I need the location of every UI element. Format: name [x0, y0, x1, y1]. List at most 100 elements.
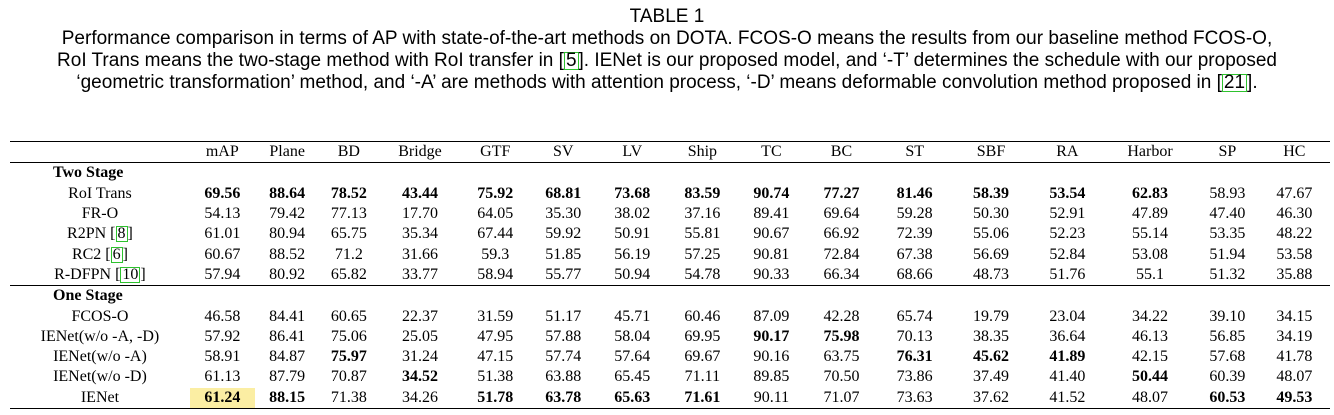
- table-cell: 50.91: [614, 225, 651, 243]
- table-cell: 71.2: [334, 245, 363, 263]
- table-cell: 61.13: [204, 368, 241, 386]
- table-cell: 55.1: [1135, 265, 1164, 283]
- table-cell: 48.22: [1276, 225, 1313, 243]
- method-text: R-DFPN [: [54, 265, 121, 283]
- table-cell: 47.67: [1276, 184, 1313, 202]
- table-cell: 25.05: [401, 327, 438, 345]
- table-cell: 86.41: [269, 327, 306, 345]
- table-cell: 69.95: [684, 327, 721, 345]
- table-cell: 17.70: [401, 205, 438, 223]
- method-name: IENet(w/o -A): [53, 348, 147, 366]
- table-cell: 48.73: [973, 265, 1010, 283]
- table-cell: 90.67: [753, 225, 790, 243]
- table-cell: 60.46: [684, 307, 721, 325]
- table-title: TABLE 1: [629, 6, 705, 27]
- table-cell: 70.87: [330, 368, 367, 386]
- table-cell: 63.88: [545, 368, 582, 386]
- table-cell: 89.85: [753, 368, 790, 386]
- table-cell: 39.10: [1209, 307, 1246, 325]
- table-cell: 57.68: [1209, 348, 1246, 366]
- table-cell: 80.92: [269, 265, 306, 283]
- table-cell: 45.62: [973, 348, 1010, 366]
- table-cell: 52.91: [1049, 205, 1086, 223]
- table-cell: 58.91: [204, 348, 241, 366]
- table-cell: 35.88: [1276, 265, 1313, 283]
- table-row: IENet(w/o -D) 61.13 87.79 70.87 34.52 51.38 63…: [10, 367, 1330, 387]
- method-name: RoI Trans: [68, 184, 132, 202]
- method-text: ]: [127, 225, 133, 243]
- column-header: Ship: [687, 143, 718, 161]
- table-cell: 56.19: [614, 245, 651, 263]
- table-cell: 65.74: [896, 307, 933, 325]
- table-cell: 53.35: [1209, 225, 1246, 243]
- section-label: Two Stage: [53, 164, 124, 182]
- table-cell: 31.59: [477, 307, 514, 325]
- table-cell: 56.69: [973, 245, 1010, 263]
- table-cell: 54.13: [204, 205, 241, 223]
- column-header: mAP: [205, 143, 239, 161]
- table-cell: 47.95: [477, 327, 514, 345]
- table-cell: 51.85: [545, 245, 582, 263]
- method-name: IENet(w/o -A, -D): [40, 327, 160, 345]
- table-cell: 51.78: [477, 388, 514, 406]
- table-cell: 34.15: [1276, 307, 1313, 325]
- table-cell: 90.81: [753, 245, 790, 263]
- table-cell: 57.25: [684, 245, 721, 263]
- caption-text: ].: [1247, 72, 1258, 93]
- table-row: FR-O 54.13 79.42 77.13 17.70 64.05 35.30 38.02 3…: [10, 204, 1330, 224]
- results-table: mAP Plane BD Bridge GTF SV LV Ship TC BC…: [10, 141, 1330, 409]
- column-header: [10, 142, 190, 163]
- table-cell: 78.52: [330, 184, 367, 202]
- column-header: BD: [337, 143, 360, 161]
- table-cell: 57.88: [545, 327, 582, 345]
- table-cell: 51.76: [1049, 265, 1086, 283]
- citation-link[interactable]: 21: [1221, 72, 1248, 93]
- table-cell: 88.15: [269, 388, 306, 406]
- table-cell: 19.79: [973, 307, 1010, 325]
- citation-link[interactable]: 5: [563, 50, 579, 71]
- citation-link[interactable]: 8: [115, 225, 128, 243]
- table-cell: 79.42: [269, 205, 306, 223]
- table-cell: 49.53: [1276, 388, 1313, 406]
- table-cell: 60.67: [204, 245, 241, 263]
- table-cell: 58.93: [1209, 184, 1246, 202]
- table-cell: 50.44: [1131, 368, 1168, 386]
- table-cell: 55.81: [684, 225, 721, 243]
- table-cell: 89.41: [753, 205, 790, 223]
- table-cell: 50.30: [973, 205, 1010, 223]
- table-cell: 34.52: [401, 368, 438, 386]
- table-cell: 43.44: [401, 184, 438, 202]
- method-name: FR-O: [81, 205, 119, 223]
- caption-text: ]. IENet is our proposed model, and ‘-T’…: [578, 50, 1277, 71]
- table-cell: 77.13: [330, 205, 367, 223]
- table-cell: 87.79: [269, 368, 306, 386]
- table-cell: 73.63: [896, 388, 933, 406]
- table-cell: 69.67: [684, 348, 721, 366]
- table-cell: 84.41: [269, 307, 306, 325]
- citation-link[interactable]: 10: [120, 265, 141, 283]
- table-cell: 58.94: [477, 265, 514, 283]
- table-cell: 51.38: [477, 368, 514, 386]
- citation-link[interactable]: 6: [110, 245, 123, 263]
- table-cell: 72.84: [823, 245, 860, 263]
- column-header: Harbor: [1127, 143, 1173, 161]
- table-caption: TABLE 1 Performance comparison in terms …: [0, 6, 1334, 94]
- table-cell: 70.13: [896, 327, 933, 345]
- table-cell: 57.94: [204, 265, 241, 283]
- table-cell: 60.53: [1209, 388, 1246, 406]
- column-header: HC: [1283, 143, 1306, 161]
- column-header: ST: [905, 143, 925, 161]
- table-cell: 51.32: [1209, 265, 1246, 283]
- column-header: SBF: [976, 143, 1006, 161]
- table-cell: 51.94: [1209, 245, 1246, 263]
- table-cell: 67.44: [477, 225, 514, 243]
- table-cell: 68.66: [896, 265, 933, 283]
- header-row: mAP Plane BD Bridge GTF SV LV Ship TC BC…: [10, 141, 1330, 163]
- table-cell: 45.71: [614, 307, 651, 325]
- table-cell: 61.24: [189, 387, 255, 409]
- method-text: ]: [140, 265, 146, 283]
- table-cell: 90.74: [753, 184, 790, 202]
- table-cell: 54.78: [684, 265, 721, 283]
- table-cell: 73.86: [896, 368, 933, 386]
- table-cell: 65.82: [330, 265, 367, 283]
